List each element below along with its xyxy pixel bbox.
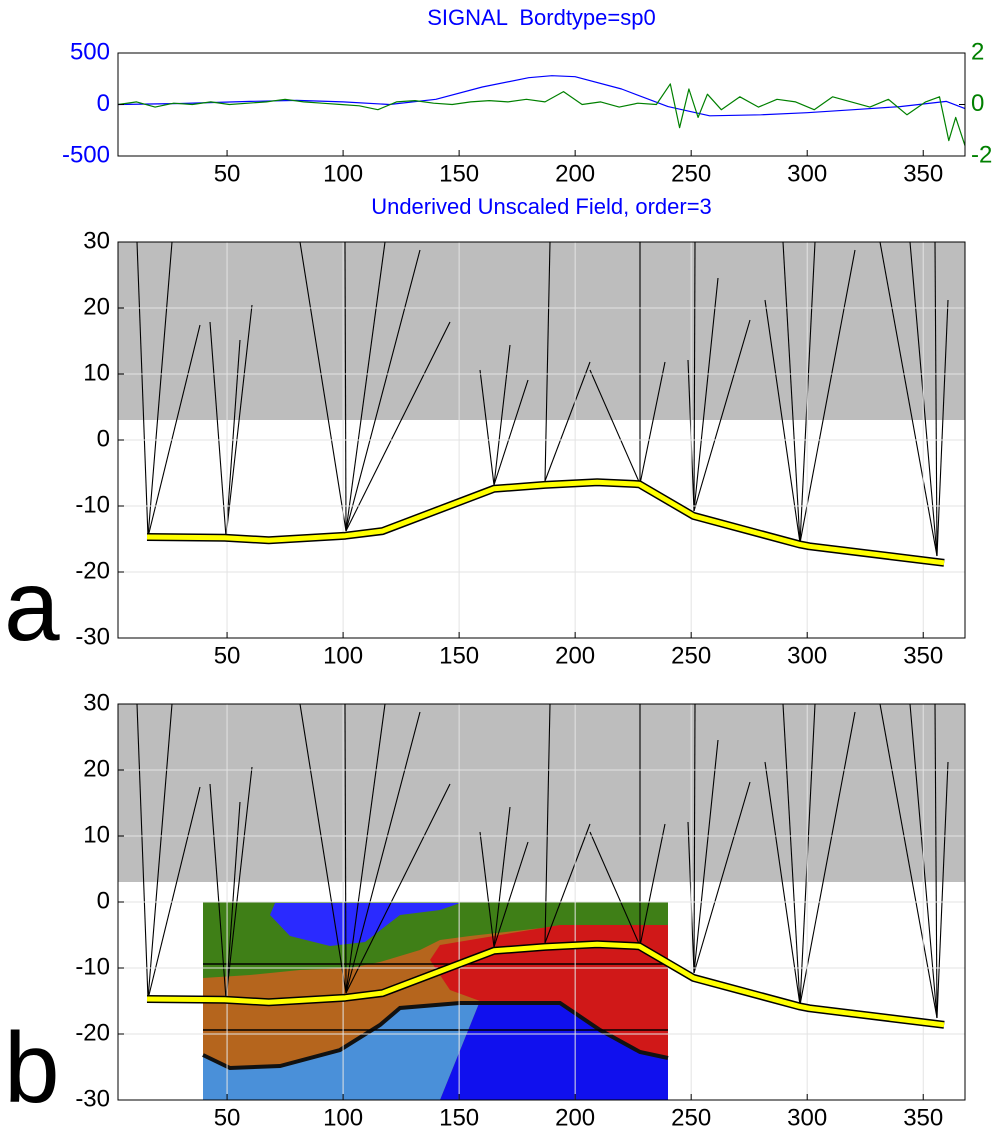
x-tick-label: 100 <box>323 642 363 669</box>
field-overlay <box>118 241 965 557</box>
y-tick-label: -10 <box>75 491 110 518</box>
y-tick-label: -10 <box>75 953 110 980</box>
series-line <box>117 83 966 146</box>
series-line <box>146 479 945 566</box>
x-tick-label: 350 <box>903 1104 943 1131</box>
x-tick-label: 150 <box>439 642 479 669</box>
y-tick-label: 500 <box>70 38 110 65</box>
y-tick-label: -20 <box>75 1019 110 1046</box>
x-tick-label: 300 <box>787 642 827 669</box>
y-tick-label: 10 <box>83 359 110 386</box>
x-tick-label: 250 <box>671 160 711 187</box>
y-tick-label: 30 <box>83 227 110 254</box>
y-tick-label: 10 <box>83 821 110 848</box>
x-tick-label: 250 <box>671 1104 711 1131</box>
chart-title: SIGNAL Bordtype=sp0 <box>427 5 655 30</box>
y-tick-label: 20 <box>83 293 110 320</box>
x-tick-label: 300 <box>787 1104 827 1131</box>
x-tick-label: 100 <box>323 1104 363 1131</box>
chart-title: Underived Unscaled Field, order=3 <box>371 194 712 219</box>
y-tick-label: -500 <box>62 141 110 168</box>
y-tick-label: 30 <box>83 689 110 716</box>
series-line <box>117 75 966 117</box>
y2-tick-label: 2 <box>971 38 984 65</box>
x-tick-label: 200 <box>555 1104 595 1131</box>
y-tick-label: -30 <box>75 623 110 650</box>
y-tick-label: 0 <box>97 90 110 117</box>
panel-label: a <box>4 550 60 662</box>
geology-section <box>202 902 669 1100</box>
x-tick-label: 350 <box>903 160 943 187</box>
x-tick-label: 200 <box>555 642 595 669</box>
x-tick-label: 50 <box>214 642 241 669</box>
x-tick-label: 50 <box>214 160 241 187</box>
y-tick-label: -30 <box>75 1085 110 1112</box>
x-tick-label: 150 <box>439 1104 479 1131</box>
plot-frame <box>117 52 966 157</box>
y2-tick-label: -2 <box>971 141 992 168</box>
panel-label: b <box>4 1012 60 1124</box>
y-tick-label: 0 <box>97 425 110 452</box>
x-tick-label: 350 <box>903 642 943 669</box>
x-tick-label: 250 <box>671 642 711 669</box>
x-tick-label: 100 <box>323 160 363 187</box>
x-tick-label: 300 <box>787 160 827 187</box>
rays <box>136 241 949 557</box>
x-tick-label: 150 <box>439 160 479 187</box>
y-tick-label: 0 <box>97 887 110 914</box>
series-line <box>146 941 945 1028</box>
y-tick-label: -20 <box>75 557 110 584</box>
y2-tick-label: 0 <box>971 90 984 117</box>
field-band <box>118 242 965 420</box>
y-tick-label: 20 <box>83 755 110 782</box>
x-tick-label: 200 <box>555 160 595 187</box>
line-outline <box>146 478 945 567</box>
x-tick-label: 50 <box>214 1104 241 1131</box>
